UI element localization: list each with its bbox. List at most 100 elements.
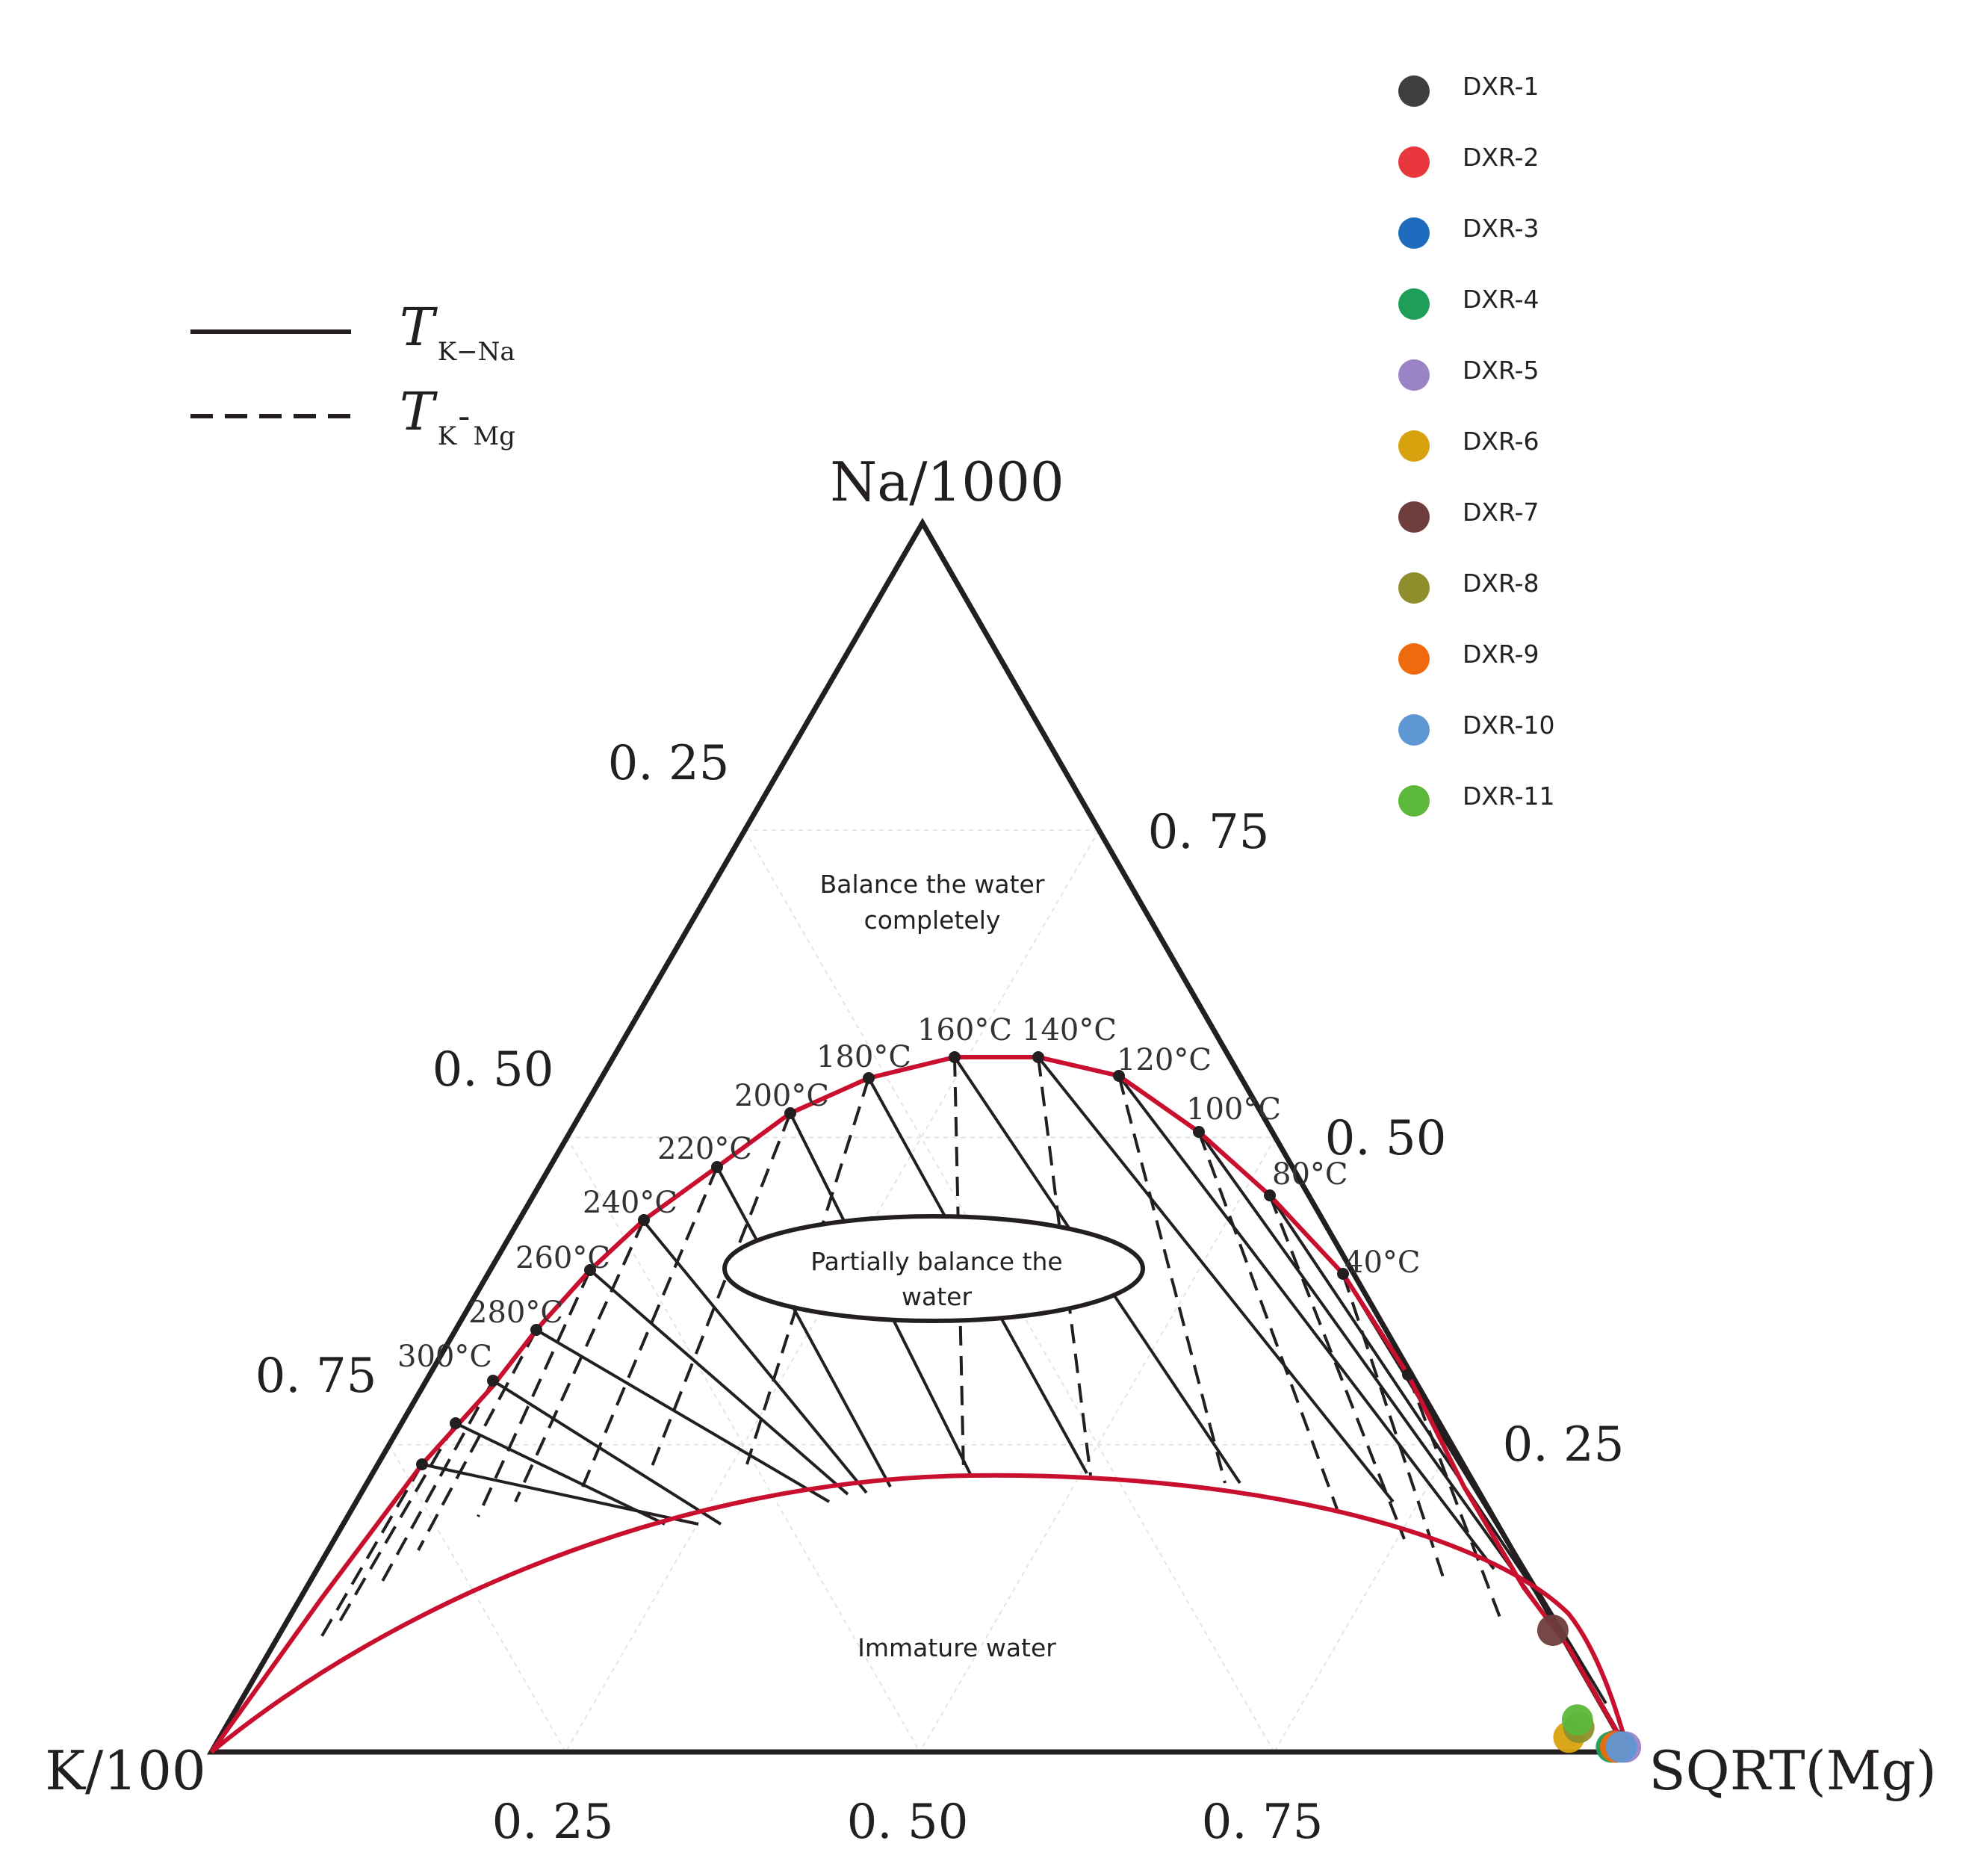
legend-dashed-sub-b: Mg	[473, 421, 515, 451]
legend-label-dxr-10: DXR-10	[1463, 711, 1555, 740]
point-dxr-11	[1561, 1704, 1593, 1736]
legend-dashed-symbol: T	[400, 381, 438, 442]
temp-label-240: 240°C	[583, 1186, 677, 1220]
k-na-line-10	[1037, 1056, 1395, 1503]
legend-label-dxr-2: DXR-2	[1463, 143, 1539, 172]
full-equilibrium-curve	[209, 1055, 1631, 1753]
k-mg-line-1	[338, 1422, 457, 1623]
partial-region-label-line2: water	[902, 1282, 972, 1311]
legend-solid-symbol: T	[400, 297, 438, 358]
isotherm-dot-1	[450, 1417, 462, 1429]
k-na-line-6	[716, 1166, 892, 1488]
isotherm-dot-10	[1032, 1051, 1044, 1063]
temp-label-200: 200°C	[734, 1079, 829, 1113]
legend-marker-dxr-11	[1398, 785, 1430, 817]
k-na-line-4	[589, 1269, 849, 1496]
right-tick-050: 0. 50	[1325, 1111, 1447, 1166]
isotherm-dot-2	[487, 1375, 499, 1387]
partial-region-ellipse	[722, 1214, 1145, 1323]
legend-label-dxr-5: DXR-5	[1463, 356, 1539, 385]
legend-marker-dxr-2	[1398, 146, 1430, 178]
full-region-label-line2: completely	[864, 906, 1001, 935]
k-mg-line-4	[477, 1269, 592, 1517]
legend-marker-dxr-5	[1398, 359, 1430, 391]
isotherm-dot-9	[949, 1051, 961, 1063]
temp-label-160: 160°C	[917, 1013, 1012, 1047]
k-mg-line-13	[1268, 1195, 1406, 1540]
isotherm-dot-12	[1193, 1126, 1205, 1138]
legend-marker-dxr-6	[1398, 430, 1430, 462]
full-region-label-line1: Balance the water	[820, 870, 1045, 899]
k-na-line-0	[421, 1463, 699, 1526]
bottom-tick-025: 0. 25	[492, 1795, 614, 1850]
bottom-tick-050: 0. 50	[847, 1795, 969, 1850]
legend-label-dxr-3: DXR-3	[1463, 214, 1539, 243]
left-tick-075: 0. 75	[255, 1349, 377, 1404]
k-mg-line-8	[745, 1077, 870, 1465]
legend-marker-dxr-1	[1398, 75, 1430, 107]
temp-label-40: 40°C	[1345, 1245, 1421, 1280]
legend-marker-dxr-8	[1398, 572, 1430, 604]
temp-label-300: 300°C	[397, 1340, 492, 1374]
legend-label-dxr-1: DXR-1	[1463, 72, 1539, 101]
temp-label-120: 120°C	[1117, 1043, 1212, 1077]
legend-marker-dxr-3	[1398, 217, 1430, 249]
k-na-line-3	[535, 1328, 831, 1503]
k-na-line-5	[642, 1220, 868, 1494]
k-na-line-15	[1407, 1373, 1607, 1705]
legend-label-dxr-4: DXR-4	[1463, 285, 1539, 314]
isotherm-dot-4	[584, 1264, 596, 1276]
k-mg-line-7	[648, 1112, 792, 1473]
k-mg-line-11	[1117, 1075, 1227, 1484]
data-points	[1536, 1615, 1642, 1763]
temp-label-180: 180°C	[816, 1040, 911, 1074]
isotherm-dot-0	[416, 1458, 428, 1470]
point-dxr-7	[1536, 1615, 1569, 1647]
k-mg-line-0	[316, 1463, 424, 1645]
legend-label-dxr-8: DXR-8	[1463, 569, 1539, 598]
temp-label-100: 100°C	[1186, 1092, 1281, 1127]
k-mg-line-9	[953, 1056, 965, 1473]
immature-region-label: Immature water	[858, 1633, 1056, 1662]
line-style-legend: T K−Na T K- Mg	[190, 297, 515, 451]
partial-equilibrium-curve	[210, 1473, 1631, 1754]
isotherm-dot-7	[784, 1107, 796, 1119]
k-na-line-12	[1197, 1130, 1540, 1608]
vertex-label-left: K/100	[45, 1739, 205, 1802]
temperature-labels: 300°C 280°C 260°C 240°C 220°C 200°C 180°…	[397, 1013, 1421, 1374]
isotherm-dot-8	[863, 1072, 875, 1084]
legend-solid-label: T K−Na	[400, 297, 515, 367]
right-tick-075: 0. 75	[1148, 805, 1270, 860]
k-na-line-2	[491, 1379, 722, 1526]
legend-label-dxr-9: DXR-9	[1463, 640, 1539, 669]
k-mg-line-3	[417, 1329, 538, 1551]
left-tick-025: 0. 25	[608, 736, 730, 791]
isotherm-dot-13	[1264, 1189, 1276, 1201]
isotherm-dot-15	[1402, 1369, 1414, 1381]
bottom-tick-075: 0. 75	[1202, 1795, 1324, 1850]
legend-label-dxr-6: DXR-6	[1463, 427, 1539, 456]
k-mg-line-14	[1342, 1273, 1447, 1585]
legend-label-dxr-11: DXR-11	[1463, 781, 1555, 811]
isotherm-dot-3	[530, 1324, 542, 1336]
legend-solid-sub: K−Na	[438, 337, 515, 367]
temp-label-260: 260°C	[515, 1241, 610, 1275]
k-mg-line-2	[379, 1380, 494, 1585]
k-mg-isotherms	[316, 1056, 1503, 1645]
legend-marker-dxr-7	[1398, 501, 1430, 533]
k-mg-line-12	[1197, 1131, 1339, 1510]
temp-label-140: 140°C	[1022, 1013, 1117, 1047]
point-dxr-10	[1605, 1731, 1637, 1763]
sample-legend: DXR-1 DXR-2 DXR-3 DXR-4 DXR-5 DXR-6 DXR-7 DXR-8…	[1398, 72, 1555, 817]
legend-dashed-label: T K- Mg	[400, 381, 515, 451]
vertex-label-top: Na/1000	[830, 451, 1064, 513]
legend-marker-dxr-9	[1398, 643, 1430, 675]
isotherm-dot-14	[1337, 1268, 1349, 1280]
partial-region-label-line1: Partially balance the	[810, 1247, 1062, 1276]
right-tick-025: 0. 25	[1503, 1417, 1625, 1473]
grid-line-r-0	[1273, 1444, 1453, 1753]
k-na-line-1	[455, 1422, 666, 1526]
isotherm-dot-5	[638, 1214, 650, 1226]
k-na-line-11	[1117, 1074, 1495, 1570]
